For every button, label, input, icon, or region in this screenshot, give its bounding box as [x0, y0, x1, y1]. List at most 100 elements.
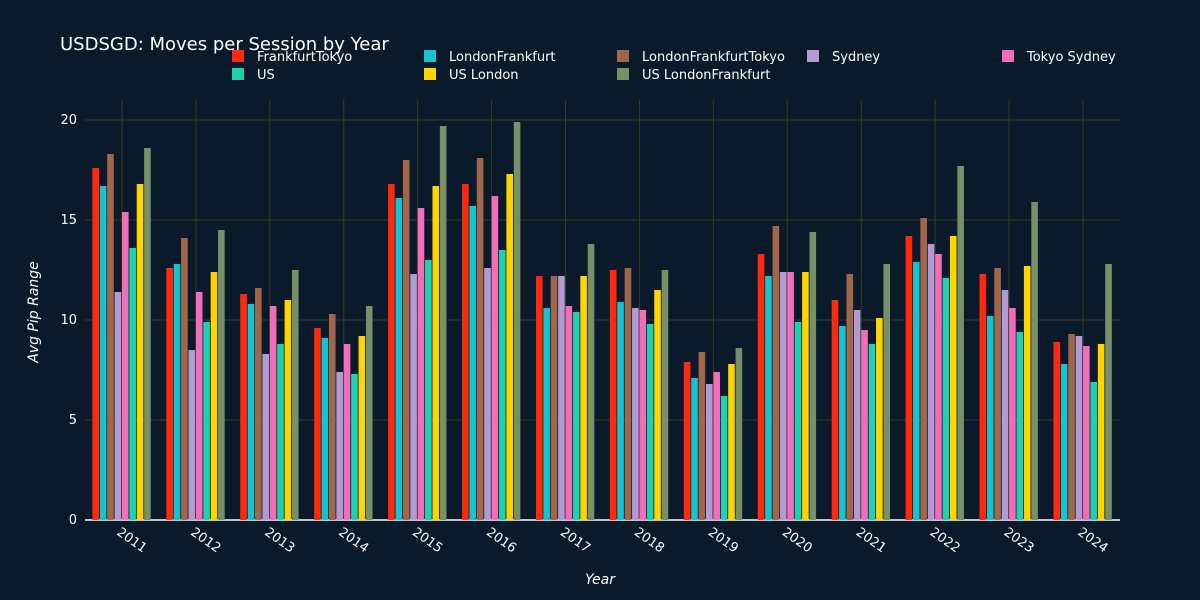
bar	[1001, 290, 1009, 520]
bar	[1053, 342, 1061, 520]
x-axis-ticks: 2011 2012 2013 2014 2015 2016 2017 2018 2019 2020…	[114, 525, 1111, 556]
bar	[107, 154, 114, 520]
legend-swatch	[807, 50, 819, 62]
bar	[868, 344, 876, 520]
bar	[846, 274, 854, 520]
legend-label: LondonFrankfurtTokyo	[642, 50, 785, 65]
bar	[210, 272, 218, 520]
bar	[713, 372, 720, 520]
bar	[343, 344, 351, 520]
bar	[661, 270, 669, 520]
bar	[218, 230, 225, 520]
legend-swatch	[424, 68, 436, 80]
bar	[328, 314, 336, 520]
bar	[402, 160, 410, 520]
bar	[986, 316, 994, 520]
bar	[240, 294, 247, 520]
legend-label: FrankfurtTokyo	[257, 50, 352, 65]
y-tick-label: 10	[60, 313, 77, 328]
bar	[1083, 346, 1090, 520]
x-tick-label: 2024	[1075, 525, 1111, 556]
legend-swatch	[1002, 50, 1014, 62]
bar	[321, 338, 329, 520]
bar	[491, 196, 499, 520]
legend-label: US	[257, 68, 275, 83]
bar	[706, 384, 713, 520]
bar	[365, 306, 373, 520]
bar	[853, 310, 861, 520]
bar	[1068, 334, 1075, 520]
bar	[609, 270, 617, 520]
legend-swatch	[617, 50, 629, 62]
bar	[935, 254, 942, 520]
bar	[861, 330, 868, 520]
bar	[417, 208, 425, 520]
bar	[476, 158, 484, 520]
bar	[262, 354, 270, 520]
x-tick-label: 2016	[483, 525, 519, 556]
bar	[632, 308, 639, 520]
x-axis-title: Year	[585, 572, 616, 588]
bar	[166, 268, 173, 520]
bar	[728, 364, 735, 520]
bar	[506, 174, 513, 520]
legend: FrankfurtTokyo LondonFrankfurt LondonFrank…	[232, 50, 1116, 83]
bar	[698, 352, 706, 520]
bar	[1097, 344, 1105, 520]
bar	[735, 348, 743, 520]
bar	[92, 168, 99, 520]
bar	[1090, 382, 1098, 520]
bar	[99, 186, 107, 520]
legend-label: Tokyo Sydney	[1026, 50, 1116, 65]
bar	[395, 198, 403, 520]
bar	[683, 362, 691, 520]
bar	[462, 184, 469, 520]
bar	[654, 290, 661, 520]
bar	[336, 372, 343, 520]
legend-swatch	[232, 68, 244, 80]
x-tick-label: 2012	[188, 525, 224, 556]
x-tick-label: 2013	[262, 525, 298, 556]
bar	[772, 226, 780, 520]
bar	[580, 276, 587, 520]
bar	[432, 186, 440, 520]
bar	[979, 274, 987, 520]
y-tick-label: 0	[69, 513, 77, 528]
legend-label: US London	[449, 68, 519, 83]
bars	[92, 122, 1112, 520]
bar	[757, 254, 765, 520]
bar	[188, 350, 196, 520]
bar	[513, 122, 521, 520]
x-tick-label: 2020	[779, 525, 815, 556]
x-tick-label: 2023	[1001, 525, 1037, 556]
bar	[1075, 336, 1083, 520]
x-tick-label: 2021	[853, 525, 889, 556]
x-tick-label: 2019	[705, 525, 741, 556]
bar	[1023, 266, 1031, 520]
bar	[121, 212, 129, 520]
bar	[1105, 264, 1112, 520]
bar	[181, 238, 188, 520]
bar	[314, 328, 321, 520]
legend-swatch	[617, 68, 629, 80]
bar	[550, 276, 558, 520]
bar	[913, 262, 920, 520]
y-tick-label: 20	[60, 113, 77, 128]
bar	[469, 206, 477, 520]
bar	[876, 318, 883, 520]
y-axis-ticks: 0 5 10 15 20	[60, 113, 77, 528]
bar	[587, 244, 595, 520]
bar	[543, 308, 550, 520]
legend-swatch	[424, 50, 436, 62]
legend-swatch	[232, 50, 244, 62]
bar	[388, 184, 395, 520]
bar	[957, 166, 964, 520]
bar	[691, 378, 698, 520]
x-tick-label: 2015	[409, 525, 445, 556]
bar	[136, 184, 144, 520]
legend-label: LondonFrankfurt	[449, 50, 556, 65]
bar	[779, 272, 787, 520]
bar	[195, 292, 203, 520]
bar	[617, 302, 624, 520]
